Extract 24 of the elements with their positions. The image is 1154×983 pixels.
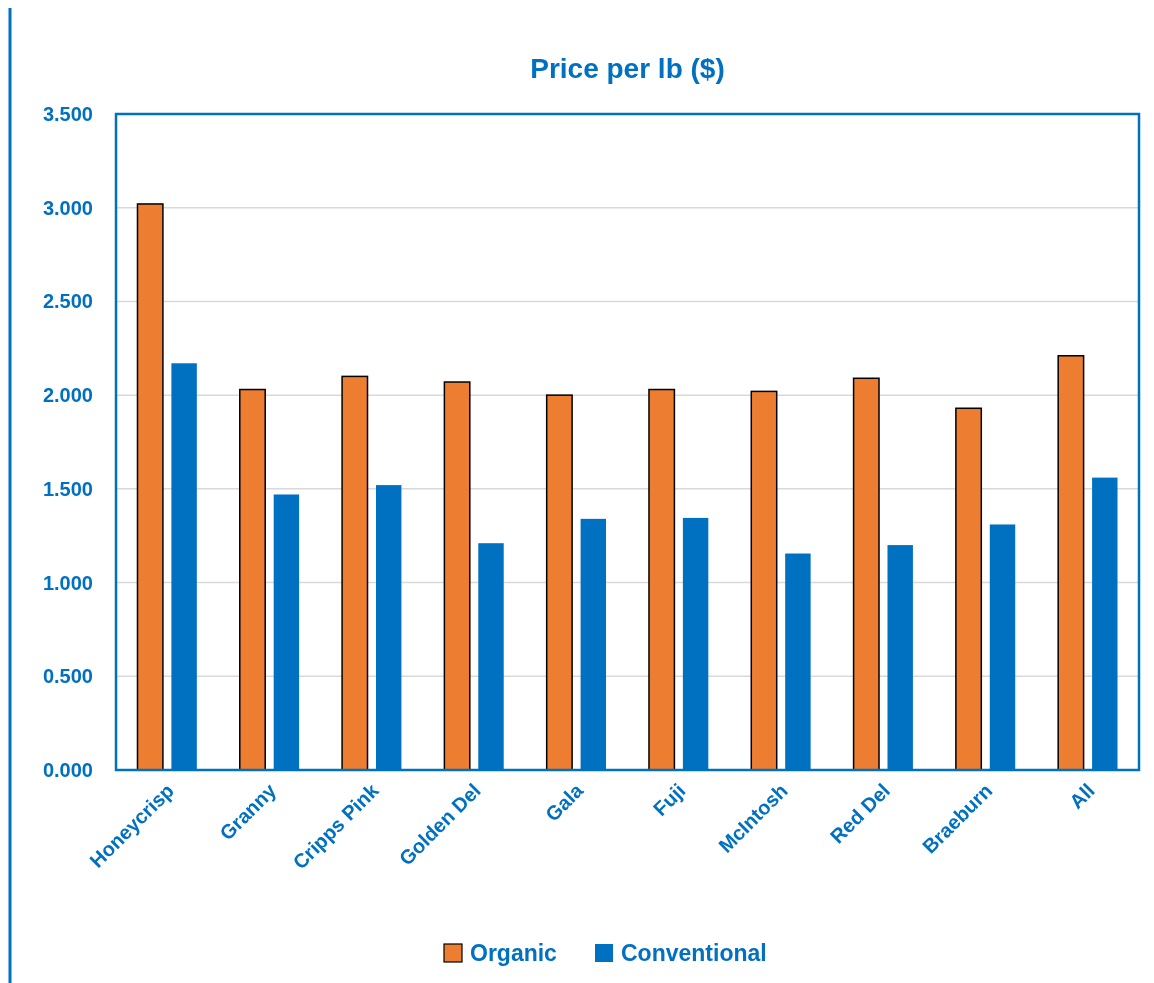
bar [341,375,369,771]
bar [443,381,471,771]
bar [648,388,676,771]
bar [545,394,573,771]
bar [852,377,880,771]
x-tick-label: Fuji [648,779,690,820]
bar [136,203,164,771]
bar [239,388,266,771]
x-tick-label: Gala [540,778,588,826]
y-tick-label: 0.500 [42,665,93,688]
y-tick-label: 3.000 [42,196,93,219]
bar [750,390,778,771]
legend-label: Conventional [621,940,767,967]
y-tick-label: 1.000 [42,571,93,594]
y-tick-label: 2.500 [42,290,93,313]
chart-title: Price per lb ($) [530,53,725,84]
bar [955,407,983,771]
bar [1057,355,1085,771]
legend-label: Organic [470,940,558,967]
y-tick-label: 1.500 [42,477,93,500]
y-tick-label: 2.000 [42,384,93,407]
y-tick-label: 3.500 [42,103,93,125]
y-tick-label: 0.000 [42,759,93,781]
x-tick-label: All [1065,779,1099,813]
